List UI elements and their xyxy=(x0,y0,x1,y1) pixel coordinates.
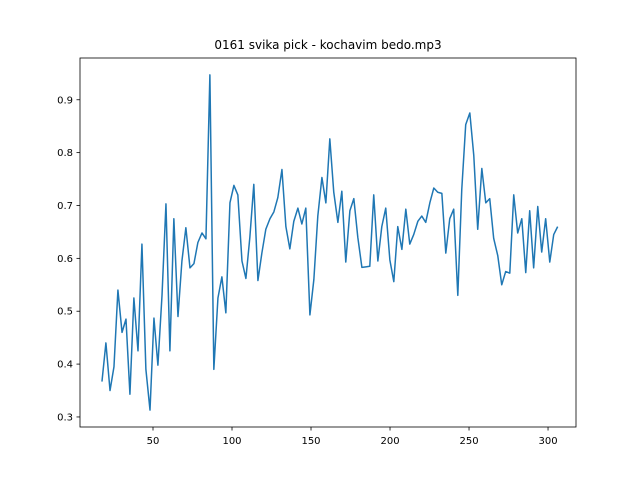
x-tick-label: 250 xyxy=(459,436,478,447)
y-tick-label: 0.5 xyxy=(57,307,73,318)
y-tick-label: 0.4 xyxy=(57,360,73,371)
x-tick-label: 300 xyxy=(538,436,557,447)
plot-frame xyxy=(79,57,577,428)
y-tick-label: 0.9 xyxy=(57,95,73,106)
y-tick-label: 0.6 xyxy=(57,254,73,265)
chart-title: 0161 svika pick - kochavim bedo.mp3 xyxy=(214,38,441,52)
x-tick-label: 150 xyxy=(301,436,320,447)
data-line xyxy=(101,74,559,411)
x-tick-label: 50 xyxy=(147,436,160,447)
y-tick-label: 0.7 xyxy=(57,201,73,212)
x-tick-label: 200 xyxy=(380,436,399,447)
y-tick-label: 0.3 xyxy=(57,412,73,423)
x-tick-label: 100 xyxy=(222,436,241,447)
y-tick-label: 0.8 xyxy=(57,148,73,159)
